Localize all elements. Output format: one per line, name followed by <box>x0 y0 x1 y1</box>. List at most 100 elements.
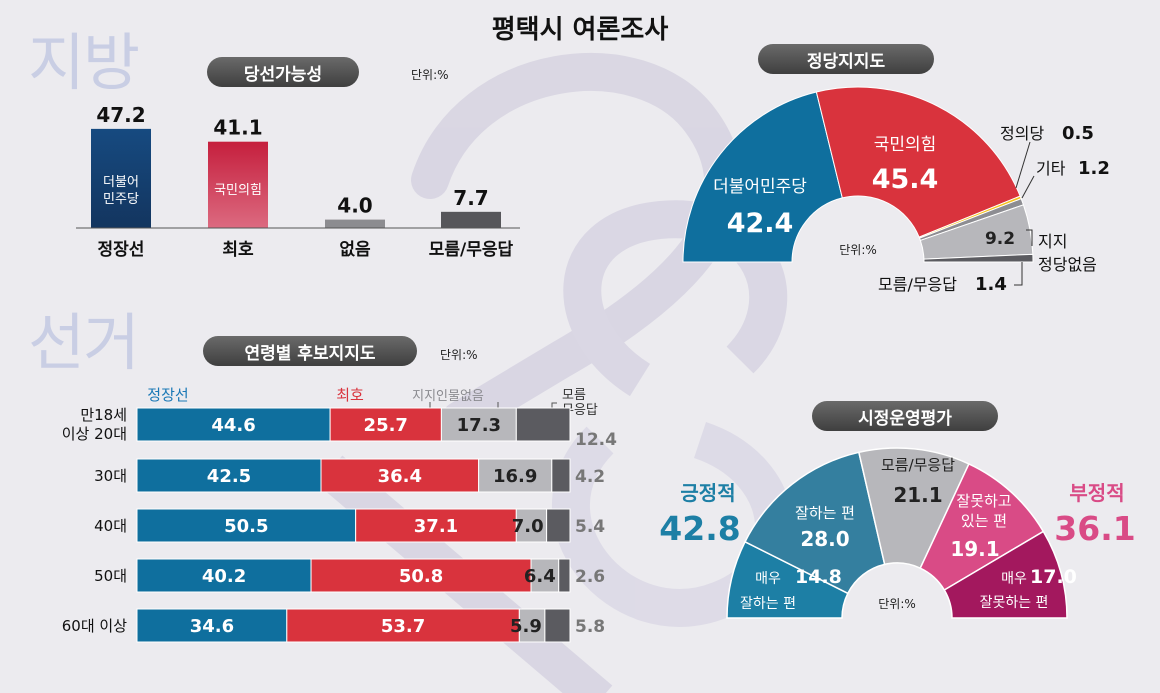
party-slice-name: 모름/무응답 <box>878 275 957 294</box>
win-value-label: 4.0 <box>337 194 372 218</box>
age-category-label: 30대 <box>94 467 127 485</box>
age-segment-1 <box>286 608 520 643</box>
party-slice-name: 국민의힘 <box>874 135 937 155</box>
age-segment-0 <box>136 608 288 643</box>
age-segment-label: 50.5 <box>224 516 268 537</box>
eval-group-value: 36.1 <box>1054 509 1135 548</box>
party-slice-value: 42.4 <box>727 208 794 239</box>
age-segment-label: 40.2 <box>202 566 246 587</box>
age-segment-1 <box>310 558 532 593</box>
age-segment-label: 16.9 <box>493 466 537 487</box>
deco-word-local: 지방 <box>28 26 140 99</box>
age-segment-label: 7.0 <box>512 516 544 537</box>
eval-group-value: 42.8 <box>659 509 740 548</box>
win-chance-unit: 단위:% <box>411 68 449 82</box>
age-segment-1 <box>329 407 442 442</box>
party-slice-value: 1.4 <box>975 274 1007 295</box>
eval-slice-value: 17.0 <box>1030 566 1077 588</box>
win-value-label: 7.7 <box>453 186 488 210</box>
city-evaluation-title: 시정운영평가 <box>812 401 998 431</box>
age-segment-label: 5.4 <box>575 517 605 537</box>
party-slice-name: 지지 정당없음 <box>1038 232 1097 274</box>
win-bar-1 <box>208 141 268 228</box>
eval-unit: 단위:% <box>878 597 916 611</box>
city-evaluation-chart: 매우 잘하는 편14.8 잘하는 편 28.0 모름/무응답 21.1 잘못하고 있는 편 19… <box>659 447 1136 619</box>
age-segment-label: 42.5 <box>207 466 251 487</box>
party-slice-1 <box>815 86 1021 238</box>
party-slice-name: 더불어민주당 <box>713 177 807 197</box>
party-slice-name: 정의당 <box>1000 124 1044 143</box>
win-bar-3 <box>441 211 501 228</box>
eval-slice-2 <box>857 447 970 570</box>
age-category-label: 50대 <box>94 567 127 585</box>
age-segment-0 <box>136 458 322 493</box>
eval-group-label: 긍정적 <box>680 481 735 505</box>
win-party-label: 국민의힘 <box>214 183 262 198</box>
party-slice-name: 기타 <box>1036 159 1066 178</box>
age-segment-0 <box>136 508 357 543</box>
win-category-label: 없음 <box>339 240 371 260</box>
age-segment-label: 4.2 <box>575 467 605 487</box>
win-category-label: 정장선 <box>98 240 145 260</box>
eval-slice-name: 모름/무응답 <box>881 456 955 474</box>
age-category-label: 60대 이상 <box>62 617 127 635</box>
party-leader-line <box>1014 262 1023 286</box>
eval-slice-value: 28.0 <box>800 527 849 551</box>
party-slice-value: 0.5 <box>1062 123 1094 144</box>
eval-slice-value: 21.1 <box>893 483 942 507</box>
age-segment-2 <box>530 558 560 593</box>
eval-group-label: 부정적 <box>1069 481 1124 505</box>
age-segment-label: 2.6 <box>575 567 605 587</box>
age-segment-0 <box>136 407 331 442</box>
age-segment-label: 17.3 <box>457 415 501 436</box>
age-series-label: 정장선 <box>147 386 188 404</box>
age-segment-3 <box>546 508 571 543</box>
age-segment-3 <box>551 458 571 493</box>
age-series-label: 지지인물없음 <box>412 389 484 404</box>
age-segment-3 <box>544 608 571 643</box>
win-chance-title: 당선가능성 <box>207 57 359 87</box>
age-series-label: 모름 무응답 <box>562 388 598 418</box>
eval-slice-value: 19.1 <box>950 537 999 561</box>
age-segment-2 <box>515 508 548 543</box>
party-unit: 단위:% <box>839 243 877 257</box>
win-bar-0 <box>91 128 151 228</box>
party-leader-line <box>1026 229 1033 246</box>
eval-slice-name: 매우 잘못하는 편 <box>980 571 1049 611</box>
age-segment-2 <box>440 407 517 442</box>
age-segment-label: 12.4 <box>575 430 617 450</box>
party-support-chart: 더불어민주당 42.4 국민의힘 45.4 정의당 0.5 기타 1.2 9.2 지지 정당없음모름… <box>682 86 1110 295</box>
party-slice-value: 9.2 <box>985 229 1015 249</box>
age-segment-3 <box>558 558 571 593</box>
win-value-label: 41.1 <box>213 116 262 140</box>
age-segment-1 <box>355 508 517 543</box>
party-slice-5 <box>923 253 1034 263</box>
age-series-label: 최호 <box>336 386 364 404</box>
page-title: 평택시 여론조사 <box>492 15 669 45</box>
party-support-title: 정당지지도 <box>758 44 934 74</box>
age-segment-label: 34.6 <box>190 616 234 637</box>
age-segment-label: 6.4 <box>524 566 556 587</box>
age-segment-label: 44.6 <box>211 415 255 436</box>
deco-word-election: 선거 <box>28 306 140 379</box>
age-category-label: 만18세 이상 20대 <box>62 406 127 443</box>
age-segment-label: 25.7 <box>364 415 408 436</box>
eval-slice-name: 매우 잘하는 편 <box>740 571 796 612</box>
watermark-28-decoration <box>317 53 794 693</box>
age-segment-label: 5.9 <box>510 616 542 637</box>
party-slice-0 <box>682 91 843 263</box>
age-segment-0 <box>136 558 312 593</box>
age-segment-2 <box>478 458 553 493</box>
age-segment-label: 36.4 <box>378 466 422 487</box>
age-support-title: 연령별 후보지지도 <box>203 336 417 366</box>
age-segment-label: 53.7 <box>381 616 425 637</box>
win-category-label: 모름/무응답 <box>429 240 514 260</box>
eval-slice-name: 잘하는 편 <box>795 504 855 522</box>
win-party-label: 더불어 민주당 <box>103 175 139 207</box>
age-category-label: 40대 <box>94 517 127 535</box>
party-slice-value: 45.4 <box>872 164 939 195</box>
eval-slice-1 <box>744 451 886 595</box>
eval-slice-value: 14.8 <box>795 566 842 588</box>
